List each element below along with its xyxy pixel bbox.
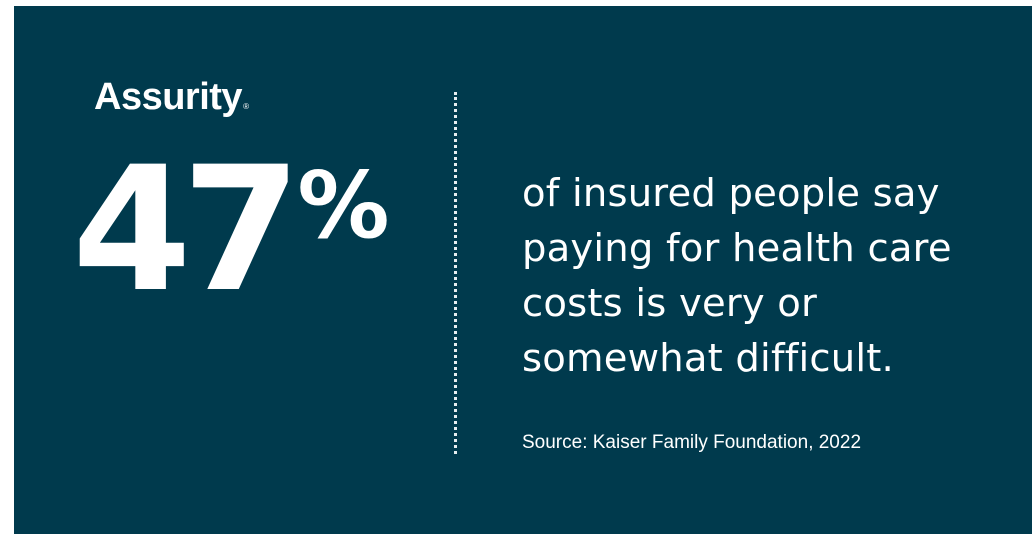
assurity-logo: Assurity® <box>94 76 249 118</box>
stat-number: 47 <box>72 129 301 330</box>
infographic-card: Assurity® 47% of insured people say payi… <box>14 6 1032 534</box>
dotted-divider <box>454 92 457 454</box>
stat-figure: 47% <box>72 144 390 326</box>
registered-mark: ® <box>243 102 249 111</box>
stat-percent-sign: % <box>297 152 390 259</box>
stat-statement: of insured people say paying for health … <box>522 171 952 381</box>
source-citation: Source: Kaiser Family Foundation, 2022 <box>522 432 862 453</box>
logo-text: Assurity <box>94 76 243 118</box>
